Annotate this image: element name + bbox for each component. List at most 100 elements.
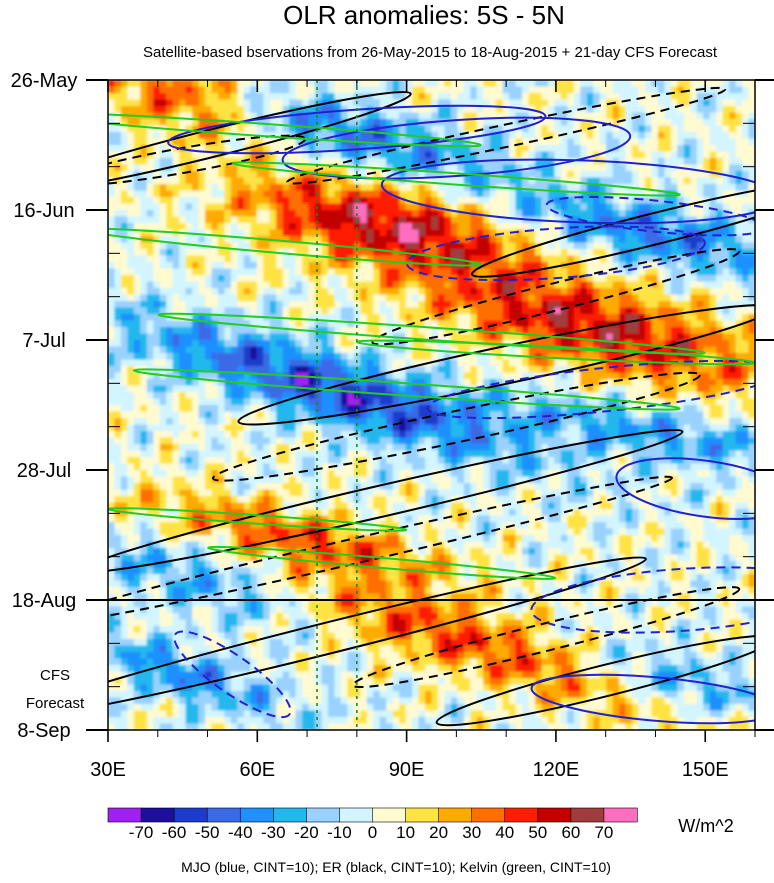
heat-cell-22 xyxy=(108,223,116,231)
heat-cell-1964 xyxy=(230,372,238,380)
heat-cell-544 xyxy=(140,333,148,341)
heat-cell-3309 xyxy=(315,580,323,588)
heat-cell-3129 xyxy=(302,723,310,730)
heat-cell-1089 xyxy=(172,593,180,601)
heat-cell-4170 xyxy=(373,268,381,276)
heat-cell-745 xyxy=(153,327,161,335)
heat-cell-287 xyxy=(120,632,129,640)
heat-cell-234 xyxy=(120,288,129,296)
heat-cell-4719 xyxy=(405,554,413,562)
heat-cell-3777 xyxy=(347,340,355,348)
heat-cell-4828 xyxy=(412,606,420,614)
heat-cell-2395 xyxy=(256,548,264,556)
heat-cell-1528 xyxy=(205,164,213,172)
heat-cell-3204 xyxy=(308,554,316,562)
heat-cell-1552 xyxy=(205,320,213,328)
heat-cell-2105 xyxy=(237,632,245,640)
heat-cell-2112 xyxy=(237,678,245,686)
heat-cell-2351 xyxy=(256,262,264,270)
heat-cell-2463 xyxy=(263,333,271,341)
heat-cell-1935 xyxy=(230,184,238,192)
heat-cell-233 xyxy=(120,281,129,289)
heat-cell-304 xyxy=(127,86,135,94)
heat-cell-2898 xyxy=(289,535,297,543)
heat-cell-1164 xyxy=(179,424,187,432)
heat-cell-4067 xyxy=(366,255,374,263)
heat-cell-1731 xyxy=(217,171,226,179)
heat-cell-54 xyxy=(108,431,116,439)
heat-cell-3553 xyxy=(334,197,342,205)
heat-cell-3455 xyxy=(327,216,336,224)
heat-cell-2941 xyxy=(295,158,303,166)
heat-cell-3760 xyxy=(347,229,355,237)
heat-cell-2225 xyxy=(250,99,258,107)
heat-cell-1639 xyxy=(211,229,219,237)
heat-cell-3739 xyxy=(347,93,355,101)
heat-cell-3258 xyxy=(315,249,323,257)
heat-cell-1590 xyxy=(205,567,213,575)
heat-cell-4156 xyxy=(373,177,381,185)
heat-cell-53 xyxy=(108,424,116,432)
heat-cell-2843 xyxy=(289,177,297,185)
heat-cell-1010 xyxy=(172,80,180,88)
heat-cell-4201 xyxy=(373,470,381,478)
heat-cell-4061 xyxy=(366,216,374,224)
heat-cell-114 xyxy=(114,164,122,172)
heat-cell-3384 xyxy=(321,411,329,419)
heat-cell-4073 xyxy=(366,294,374,302)
heat-cell-3490 xyxy=(327,444,336,452)
heat-cell-3297 xyxy=(315,502,323,510)
heat-cell-4915 xyxy=(418,515,426,523)
heat-cell-1142 xyxy=(179,281,187,289)
heat-cell-1626 xyxy=(211,145,219,153)
heat-cell-1674 xyxy=(211,457,219,465)
heat-cell-1307 xyxy=(185,697,193,705)
heat-cell-1050 xyxy=(172,340,180,348)
heat-cell-863 xyxy=(159,437,167,445)
heat-cell-1579 xyxy=(205,496,213,504)
heat-cell-4904 xyxy=(418,444,426,452)
heat-cell-4091 xyxy=(366,411,374,419)
heat-cell-472 xyxy=(133,522,141,530)
heat-cell-2642 xyxy=(276,184,284,192)
heat-cell-2602 xyxy=(269,580,277,588)
heat-cell-1787 xyxy=(217,535,226,543)
heat-cell-1077 xyxy=(172,515,180,523)
heat-cell-4991 xyxy=(425,353,433,361)
heat-cell-3325 xyxy=(315,684,323,692)
heat-cell-3793 xyxy=(347,444,355,452)
heat-cell-1620 xyxy=(211,106,219,114)
heat-cell-4812 xyxy=(412,502,420,510)
heat-cell-3618 xyxy=(334,619,342,627)
heat-cell-333 xyxy=(127,275,135,283)
heat-cell-685 xyxy=(146,593,154,601)
heat-cell-1088 xyxy=(172,587,180,595)
heat-cell-3128 xyxy=(302,717,310,725)
heat-cell-3435 xyxy=(327,86,336,94)
heat-cell-1004 xyxy=(166,697,174,705)
heat-cell-4256 xyxy=(379,171,387,179)
heat-cell-3028 xyxy=(295,723,303,730)
heat-cell-2 xyxy=(108,93,116,101)
heat-cell-2372 xyxy=(256,398,264,406)
heat-cell-3501 xyxy=(327,515,336,523)
heat-cell-3162 xyxy=(308,281,316,289)
heat-cell-3920 xyxy=(353,613,361,621)
heat-cell-4847 xyxy=(412,730,419,737)
heat-cell-1292 xyxy=(185,600,193,608)
heat-cell-3109 xyxy=(302,593,310,601)
heat-cell-1957 xyxy=(230,327,238,335)
heat-cell-3374 xyxy=(321,346,329,354)
heat-cell-2588 xyxy=(269,489,277,497)
heat-cell-2592 xyxy=(269,515,277,523)
heat-cell-4264 xyxy=(379,223,387,231)
heat-cell-4217 xyxy=(373,574,381,582)
heat-cell-1477 xyxy=(198,489,206,497)
heat-cell-1803 xyxy=(217,639,226,647)
heat-cell-3933 xyxy=(353,697,361,705)
heat-cell-2035 xyxy=(237,177,245,185)
heat-cell-3308 xyxy=(315,574,323,582)
heat-cell-845 xyxy=(159,320,167,328)
heat-cell-1747 xyxy=(217,275,226,283)
heat-cell-1334 xyxy=(192,216,200,224)
